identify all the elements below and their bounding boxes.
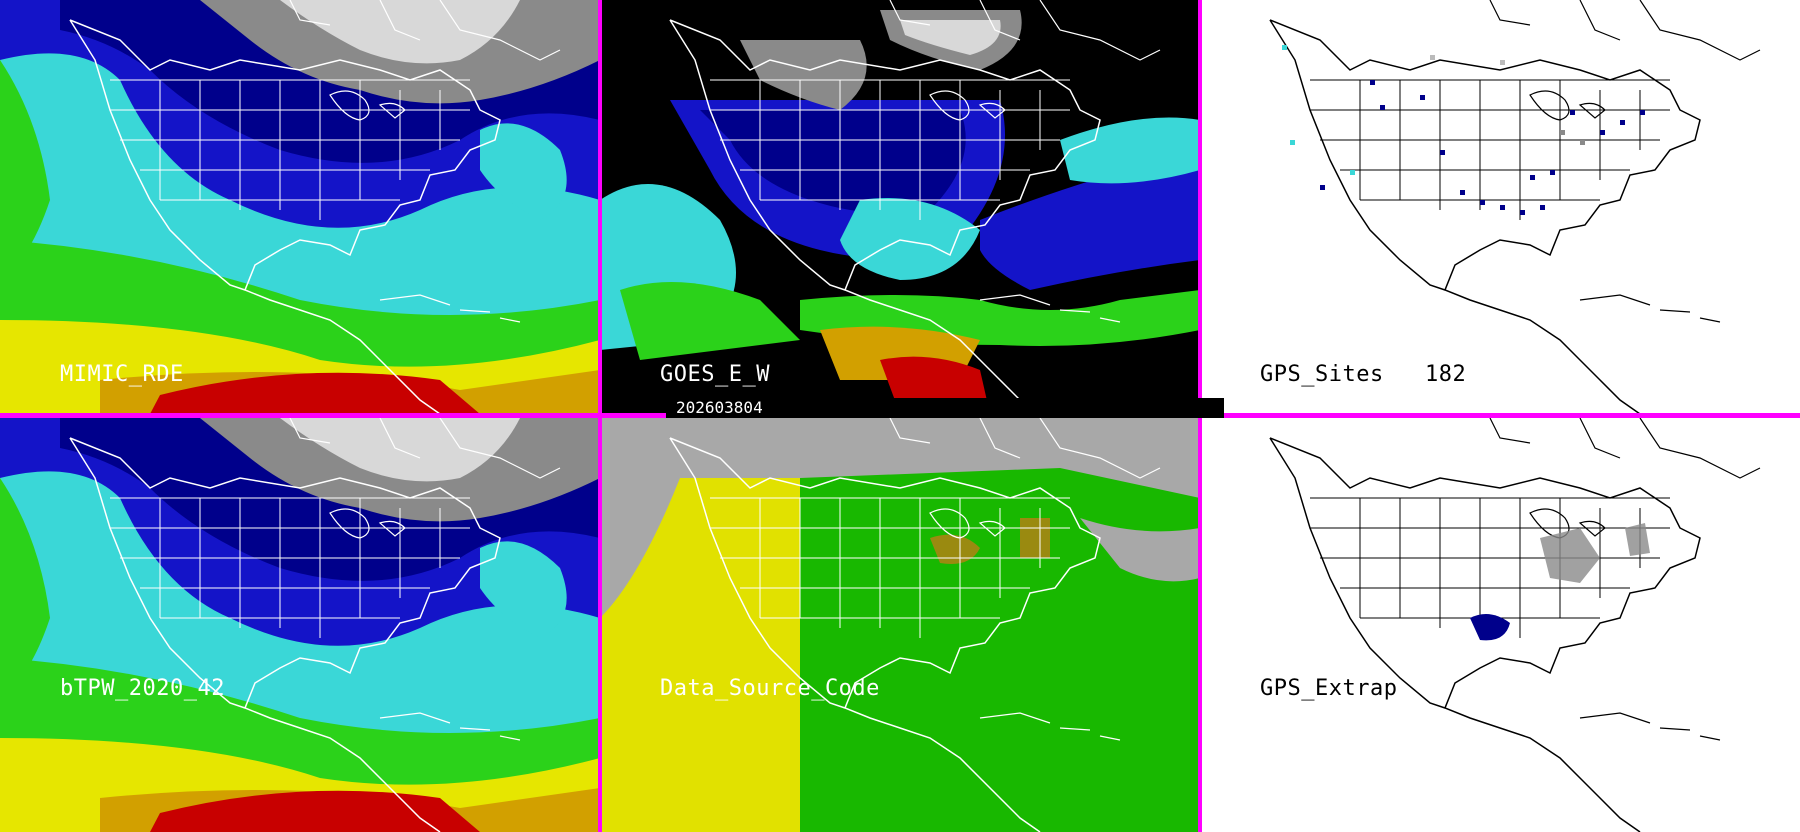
mimic-panel: MIMIC_RDE — [0, 0, 600, 414]
timestamp-bar: 202603804 — [666, 398, 1224, 418]
goes-panel: GOES_E_W — [600, 0, 1200, 414]
gps-site-marker — [1440, 150, 1445, 155]
goes-map — [600, 0, 1200, 414]
btpw-panel: bTPW_2020_42 — [0, 418, 600, 832]
gps-site-marker — [1420, 95, 1425, 100]
gps-site-marker — [1640, 110, 1645, 115]
gps-site-marker — [1320, 185, 1325, 190]
btpw-map — [0, 418, 600, 832]
gps-extrap-panel: GPS_Extrap — [1200, 418, 1800, 832]
gps-site-marker — [1620, 120, 1625, 125]
gps-site-marker — [1520, 210, 1525, 215]
btpw-label: bTPW_2020_42 — [60, 676, 225, 701]
data-source-label: Data_Source_Code — [660, 676, 880, 701]
gps-site-marker — [1290, 140, 1295, 145]
gps-site-marker — [1500, 60, 1505, 65]
gps-sites-map — [1200, 0, 1800, 414]
gps-sites-panel: GPS_Sites 182 — [1200, 0, 1800, 414]
gps-extrap-label: GPS_Extrap — [1260, 676, 1398, 701]
vertical-divider-left — [598, 0, 602, 832]
gps-site-marker — [1370, 80, 1375, 85]
data-source-map — [600, 418, 1200, 832]
data-source-panel: Data_Source_Code — [600, 418, 1200, 832]
gps-site-marker — [1460, 190, 1465, 195]
gps-site-marker — [1350, 170, 1355, 175]
mimic-map — [0, 0, 600, 414]
gps-site-marker — [1550, 170, 1555, 175]
gps-sites-title: GPS_Sites — [1260, 362, 1384, 387]
gps-site-marker — [1600, 130, 1605, 135]
gps-site-marker — [1430, 55, 1435, 60]
gps-site-marker — [1560, 130, 1565, 135]
gps-site-markers — [1282, 45, 1645, 215]
gps-site-marker — [1530, 175, 1535, 180]
gps-sites-label: GPS_Sites 182 — [1260, 362, 1466, 387]
gps-site-marker — [1380, 105, 1385, 110]
gps-site-marker — [1570, 110, 1575, 115]
gps-extrap-map — [1200, 418, 1800, 832]
gps-site-marker — [1282, 45, 1287, 50]
gps-site-marker — [1540, 205, 1545, 210]
gps-site-marker — [1500, 205, 1505, 210]
gps-site-marker — [1480, 200, 1485, 205]
gps-sites-count: 182 — [1424, 362, 1467, 387]
timestamp: 202603804 — [676, 398, 763, 417]
goes-label: GOES_E_W — [660, 362, 770, 387]
gps-site-marker — [1580, 140, 1585, 145]
mimic-label: MIMIC_RDE — [60, 362, 184, 387]
